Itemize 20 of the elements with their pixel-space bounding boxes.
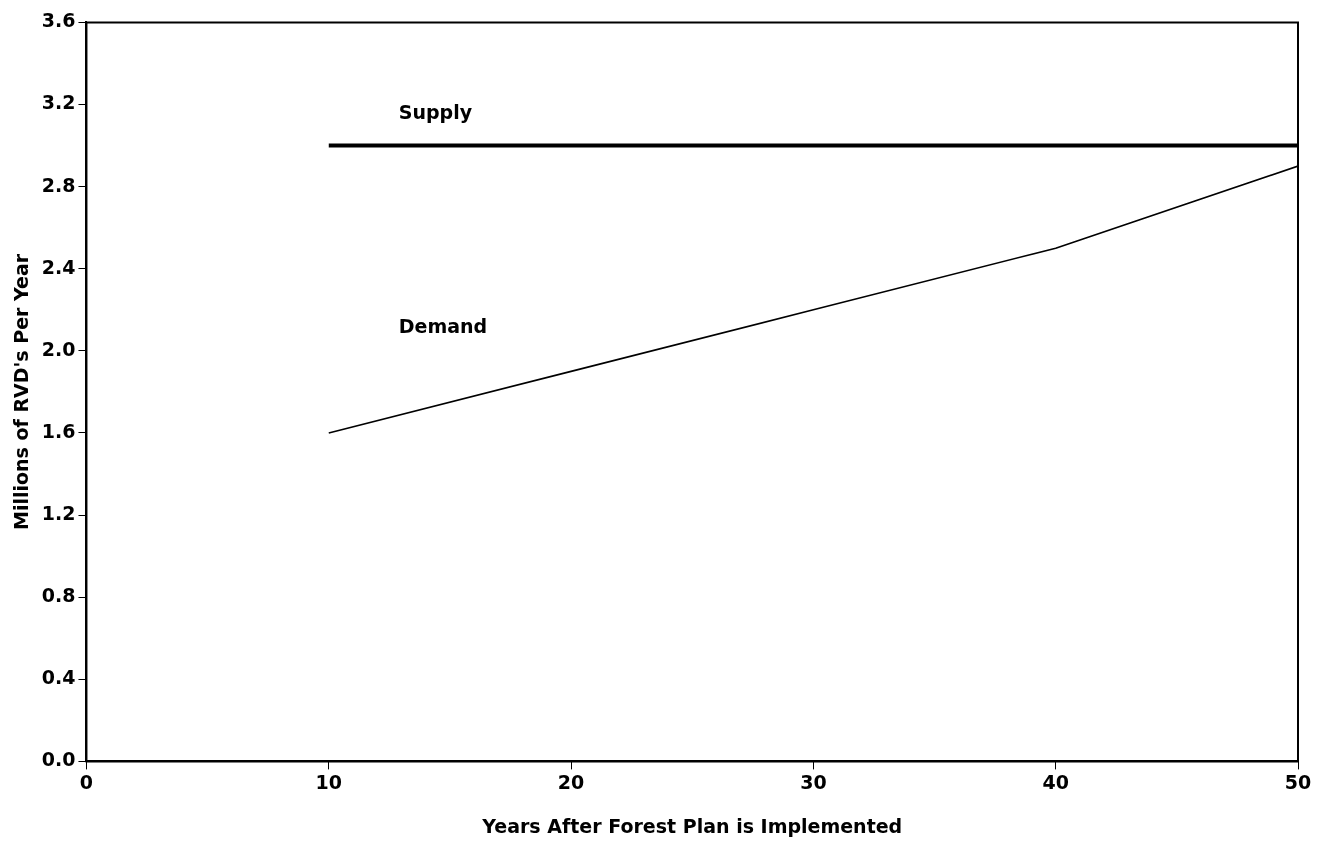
y-axis-title: Millions of RVD's Per Year <box>10 253 33 530</box>
y-tick-label: 1.6 <box>41 419 76 442</box>
y-tick-label: 0.8 <box>41 584 76 607</box>
y-tick-label: 0.4 <box>41 666 76 689</box>
x-tick-label: 50 <box>1284 770 1312 793</box>
x-axis-title: Years After Forest Plan is Implemented <box>481 814 903 837</box>
x-tick-label: 0 <box>79 770 94 793</box>
series-label: Supply <box>398 101 473 123</box>
y-tick-label: 2.4 <box>41 255 76 278</box>
y-tick-label: 2.8 <box>41 173 76 196</box>
y-tick-label: 3.2 <box>41 91 76 114</box>
x-tick-label: 40 <box>1042 770 1069 793</box>
y-tick-label: 2.0 <box>41 337 76 360</box>
x-tick-label: 10 <box>315 770 342 793</box>
x-tick-label: 30 <box>800 770 827 793</box>
y-tick-label: 3.6 <box>41 9 76 32</box>
text: Demand <box>398 315 488 338</box>
y-tick-label: 0.0 <box>41 748 76 771</box>
x-tick-label: 20 <box>557 770 585 793</box>
y-tick-label: 1.2 <box>41 502 76 524</box>
